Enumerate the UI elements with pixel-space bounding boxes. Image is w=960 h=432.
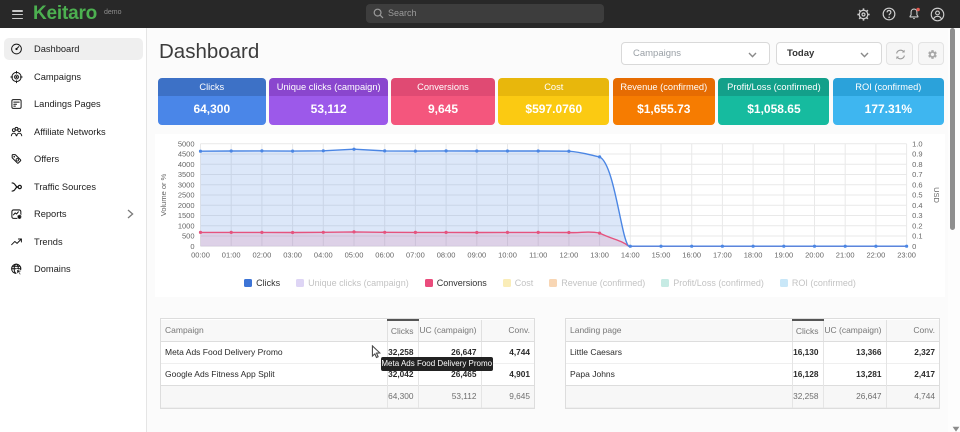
svg-text:12:00: 12:00: [560, 251, 579, 260]
svg-text:USD: USD: [932, 187, 941, 203]
svg-text:1000: 1000: [178, 221, 195, 230]
svg-text:0.1: 0.1: [912, 232, 922, 241]
svg-text:3500: 3500: [178, 170, 195, 179]
svg-text:03:00: 03:00: [283, 251, 302, 260]
svg-text:0: 0: [190, 242, 194, 251]
svg-text:0.9: 0.9: [912, 150, 922, 159]
svg-text:0.3: 0.3: [912, 211, 922, 220]
svg-text:16:00: 16:00: [682, 251, 701, 260]
svg-text:06:00: 06:00: [375, 251, 394, 260]
svg-text:00:00: 00:00: [191, 251, 210, 260]
svg-text:15:00: 15:00: [652, 251, 671, 260]
svg-text:Volume or %: Volume or %: [159, 173, 168, 216]
svg-text:23:00: 23:00: [897, 251, 916, 260]
svg-text:02:00: 02:00: [253, 251, 272, 260]
svg-text:0.4: 0.4: [912, 201, 922, 210]
svg-text:05:00: 05:00: [345, 251, 364, 260]
svg-text:0: 0: [912, 242, 916, 251]
svg-text:08:00: 08:00: [437, 251, 456, 260]
svg-text:10:00: 10:00: [498, 251, 517, 260]
svg-text:13:00: 13:00: [590, 251, 609, 260]
svg-text:4500: 4500: [178, 150, 195, 159]
svg-text:04:00: 04:00: [314, 251, 333, 260]
svg-text:0.6: 0.6: [912, 180, 922, 189]
svg-text:19:00: 19:00: [774, 251, 793, 260]
svg-text:18:00: 18:00: [744, 251, 763, 260]
svg-text:0.8: 0.8: [912, 160, 922, 169]
svg-text:11:00: 11:00: [529, 251, 547, 260]
svg-text:21:00: 21:00: [836, 251, 855, 260]
svg-text:07:00: 07:00: [406, 251, 425, 260]
svg-text:3000: 3000: [178, 180, 195, 189]
svg-text:2500: 2500: [178, 191, 195, 200]
svg-text:500: 500: [182, 232, 195, 241]
svg-text:20:00: 20:00: [805, 251, 824, 260]
svg-text:0.2: 0.2: [912, 221, 922, 230]
svg-text:0.7: 0.7: [912, 170, 922, 179]
svg-text:22:00: 22:00: [867, 251, 886, 260]
svg-text:17:00: 17:00: [713, 251, 732, 260]
svg-text:14:00: 14:00: [621, 251, 640, 260]
svg-text:2000: 2000: [178, 201, 195, 210]
svg-text:5000: 5000: [178, 139, 195, 148]
svg-text:1500: 1500: [178, 211, 195, 220]
svg-text:4000: 4000: [178, 160, 195, 169]
svg-text:0.5: 0.5: [912, 191, 922, 200]
svg-text:01:00: 01:00: [222, 251, 241, 260]
svg-text:09:00: 09:00: [467, 251, 486, 260]
svg-text:1.0: 1.0: [912, 139, 922, 148]
